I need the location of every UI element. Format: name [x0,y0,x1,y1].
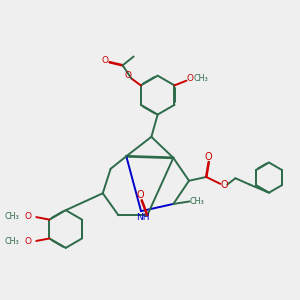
Text: O: O [25,237,32,246]
Text: O: O [25,212,32,221]
Text: O: O [221,179,229,190]
Text: CH₃: CH₃ [193,74,208,83]
Text: NH: NH [136,213,149,222]
Text: O: O [187,74,194,83]
Text: O: O [204,152,212,162]
Text: CH₃: CH₃ [190,197,204,206]
Text: O: O [102,56,109,65]
Text: CH₃: CH₃ [5,212,20,221]
Text: O: O [124,71,131,80]
Text: CH₃: CH₃ [5,237,20,246]
Text: O: O [136,190,144,200]
